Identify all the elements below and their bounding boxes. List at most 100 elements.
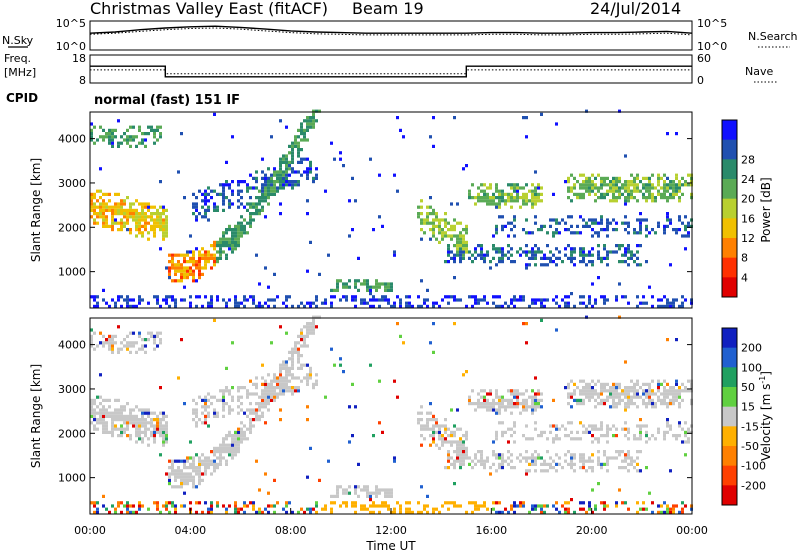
power-cell <box>264 266 267 270</box>
velocity-cell <box>627 507 630 511</box>
velocity-cell <box>105 507 108 511</box>
power-cell <box>588 253 591 257</box>
power-cell <box>399 128 402 132</box>
power-cell <box>534 244 537 248</box>
date-title: 24/Jul/2014 <box>590 0 681 18</box>
velocity-cell <box>126 427 129 431</box>
velocity-cell <box>285 504 288 508</box>
power-cell <box>567 186 570 190</box>
velocity-cell <box>675 398 678 402</box>
power-frame <box>89 111 693 309</box>
power-cell <box>189 272 192 276</box>
velocity-cell <box>357 462 360 466</box>
power-cell <box>636 183 639 187</box>
power-cell <box>585 263 588 267</box>
power-cell <box>303 304 306 308</box>
velocity-cell <box>99 411 102 415</box>
velocity-cell <box>453 482 456 486</box>
velocity-cell <box>162 418 165 422</box>
power-cell <box>93 125 96 129</box>
velocity-cell <box>240 395 243 399</box>
power-cell <box>552 192 555 196</box>
velocity-cell <box>231 456 234 460</box>
power-cell <box>261 199 264 203</box>
velocity-cell <box>657 382 660 386</box>
power-cell <box>462 167 465 171</box>
velocity-cell <box>147 427 150 431</box>
power-cell <box>225 240 228 244</box>
velocity-cell <box>255 510 258 514</box>
power-cell <box>510 298 513 302</box>
power-cell <box>243 228 246 232</box>
power-cell <box>492 192 495 196</box>
power-cell <box>135 212 138 216</box>
velocity-cell <box>441 434 444 438</box>
velocity-cell <box>432 430 435 434</box>
power-cell <box>582 224 585 228</box>
velocity-cell <box>198 501 201 505</box>
velocity-cell <box>171 469 174 473</box>
power-cell <box>138 125 141 129</box>
power-cell <box>531 256 534 260</box>
velocity-cell <box>573 398 576 402</box>
velocity-cell <box>315 373 318 377</box>
velocity-cell <box>345 504 348 508</box>
power-cell <box>165 221 168 225</box>
velocity-cell <box>249 402 252 406</box>
velocity-cell <box>216 450 219 454</box>
velocity-cell <box>330 347 333 351</box>
power-cell <box>633 260 636 264</box>
velocity-cell <box>237 405 240 409</box>
power-cell <box>90 138 93 142</box>
power-cell <box>213 244 216 248</box>
velocity-cell <box>465 453 468 457</box>
power-cell <box>237 244 240 248</box>
power-cell <box>678 199 681 203</box>
power-cell <box>429 221 432 225</box>
power-cell <box>222 237 225 241</box>
velocity-cell <box>294 347 297 351</box>
velocity-cell <box>273 504 276 508</box>
power-cell <box>564 295 567 299</box>
velocity-cell <box>648 402 651 406</box>
power-cell <box>258 189 261 193</box>
power-cell <box>111 144 114 148</box>
power-cell <box>579 301 582 305</box>
velocity-cell <box>306 475 309 479</box>
velocity-cell <box>186 475 189 479</box>
velocity-cell <box>237 437 240 441</box>
power-cell <box>435 212 438 216</box>
velocity-cell <box>498 408 501 412</box>
power-cell <box>267 304 270 308</box>
velocity-cell <box>567 382 570 386</box>
power-cell <box>588 295 591 299</box>
velocity-cell <box>273 376 276 380</box>
velocity-cell <box>189 462 192 466</box>
power-cell <box>456 244 459 248</box>
velocity-cell <box>180 478 183 482</box>
velocity-cell <box>609 386 612 390</box>
power-cell <box>165 298 168 302</box>
power-cell <box>153 135 156 139</box>
power-cell <box>582 218 585 222</box>
power-cell <box>669 263 672 267</box>
velocity-cell <box>96 411 99 415</box>
power-cell <box>603 183 606 187</box>
velocity-cell <box>231 453 234 457</box>
power-cell <box>570 250 573 254</box>
power-cell <box>627 224 630 228</box>
power-cell <box>90 132 93 136</box>
power-cell <box>642 196 645 200</box>
power-cell <box>393 253 396 257</box>
power-cell <box>627 256 630 260</box>
power-cell <box>222 298 225 302</box>
power-cell <box>585 186 588 190</box>
velocity-cell <box>291 363 294 367</box>
power-cell <box>210 256 213 260</box>
velocity-cell <box>189 501 192 505</box>
power-cell <box>291 151 294 155</box>
velocity-cell <box>159 430 162 434</box>
velocity-cell <box>222 405 225 409</box>
power-cell <box>117 202 120 206</box>
velocity-cell <box>354 488 357 492</box>
